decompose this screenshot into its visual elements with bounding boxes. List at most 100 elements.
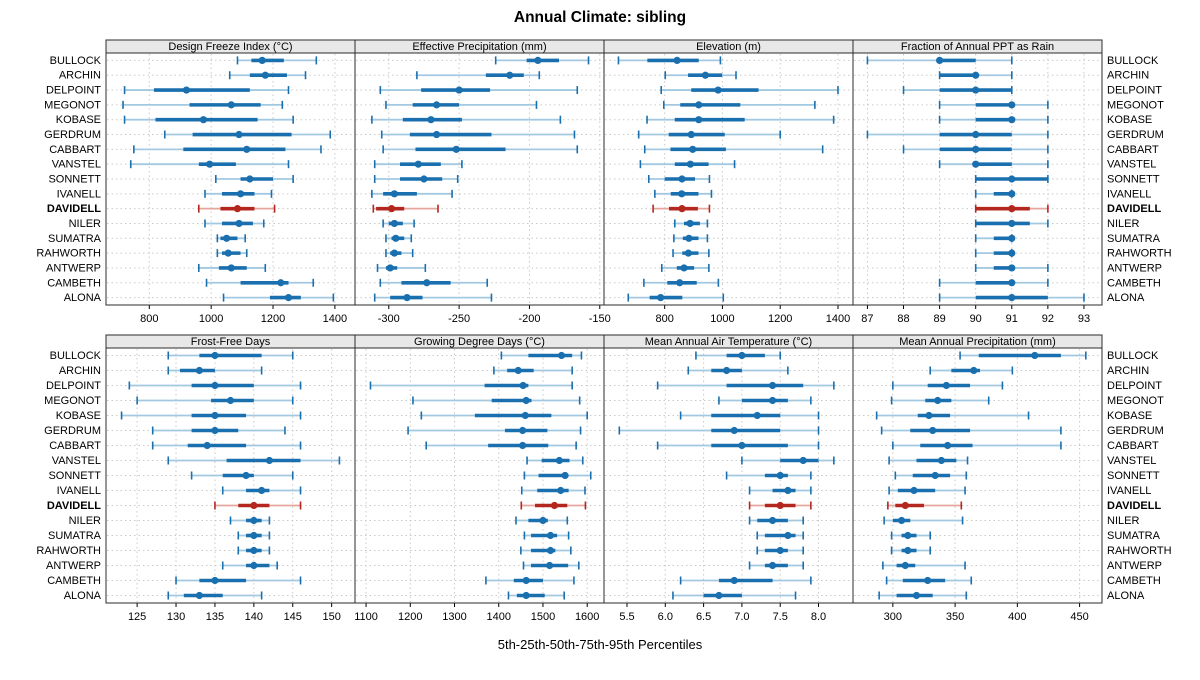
median-dot	[420, 175, 428, 183]
median-dot	[432, 130, 441, 139]
site-label-right: DELPOINT	[1107, 380, 1162, 392]
median-dot	[386, 264, 394, 272]
axis-tick-label: 1200	[768, 313, 792, 325]
median-dot	[211, 381, 219, 390]
median-dot	[392, 234, 400, 242]
axis-tick-label: 140	[245, 611, 263, 623]
median-dot	[427, 116, 435, 124]
axis-tick-label: 350	[946, 611, 964, 623]
median-dot	[206, 160, 214, 168]
site-label-left: BULLOCK	[50, 55, 102, 67]
axis-caption: 5th-25th-50th-75th-95th Percentiles	[498, 637, 703, 652]
median-dot	[390, 249, 398, 257]
site-label-right: ARCHIN	[1107, 365, 1149, 377]
site-label-right: ANTWERP	[1107, 560, 1162, 572]
site-label-left: NILER	[69, 515, 101, 527]
median-dot	[1008, 116, 1016, 124]
axis-tick-label: 1400	[486, 611, 510, 623]
site-label-right: CABBART	[1107, 144, 1159, 156]
site-label-left: CABBART	[49, 440, 101, 452]
site-label-right: CAMBETH	[1107, 277, 1161, 289]
site-label-left: MEGONOT	[44, 395, 101, 407]
median-dot	[678, 190, 686, 198]
median-dot	[776, 471, 784, 480]
median-dot	[673, 56, 681, 65]
median-dot	[1008, 249, 1016, 257]
median-dot	[519, 426, 527, 435]
strip-title: Fraction of Annual PPT as Rain	[901, 41, 1054, 53]
strip-title: Frost-Free Days	[191, 336, 271, 348]
median-dot	[236, 190, 245, 198]
median-dot	[227, 101, 235, 109]
site-label-left: GERDRUM	[44, 129, 101, 141]
panel-grid: Design Freeze Index (°C) 800 1000 1200 1400 B…	[36, 39, 1172, 623]
median-dot	[924, 576, 932, 585]
median-dot	[970, 366, 978, 375]
median-dot	[901, 561, 909, 570]
axis-tick-label: 7.5	[773, 611, 788, 623]
median-dot	[936, 56, 944, 65]
site-label-left: MEGONOT	[44, 99, 101, 111]
site-label-left: ANTWERP	[46, 262, 101, 274]
site-label-left: BULLOCK	[50, 350, 102, 362]
site-label-left: VANSTEL	[52, 455, 101, 467]
site-label-left: ALONA	[64, 590, 102, 602]
axis-tick-label: 1500	[531, 611, 555, 623]
page-title: Annual Climate: sibling	[514, 9, 686, 26]
axis-tick-label: 90	[970, 313, 982, 325]
site-label-right: DELPOINT	[1107, 85, 1162, 97]
median-dot	[211, 351, 219, 360]
median-dot	[768, 381, 777, 390]
axis-tick-label: 125	[128, 611, 146, 623]
median-dot	[211, 576, 219, 585]
site-label-left: SONNETT	[48, 174, 101, 186]
median-dot	[897, 516, 906, 525]
axis-tick-label: 1400	[323, 313, 347, 325]
axis-tick-label: 5.5	[619, 611, 634, 623]
median-dot	[387, 205, 396, 213]
median-dot	[972, 160, 980, 168]
median-dot	[519, 441, 527, 450]
site-label-right: CABBART	[1107, 440, 1159, 452]
median-dot	[557, 351, 566, 360]
site-label-right: BULLOCK	[1107, 55, 1159, 67]
median-dot	[455, 86, 463, 94]
median-dot	[678, 205, 686, 213]
median-dot	[539, 516, 547, 525]
axis-tick-label: 93	[1078, 313, 1090, 325]
median-dot	[904, 546, 912, 555]
site-label-right: ARCHIN	[1107, 70, 1149, 82]
median-dot	[561, 471, 569, 480]
axis-tick-label: 135	[206, 611, 224, 623]
axis-tick-label: 800	[655, 313, 673, 325]
median-dot	[676, 279, 684, 287]
axis-tick-label: 130	[167, 611, 185, 623]
median-dot	[182, 86, 191, 94]
axis-tick-label: 6.5	[696, 611, 711, 623]
site-label-right: BULLOCK	[1107, 350, 1159, 362]
median-dot	[199, 116, 208, 124]
median-dot	[901, 501, 909, 510]
site-label-left: NILER	[69, 218, 101, 230]
median-dot	[258, 486, 266, 495]
median-dot	[972, 86, 980, 94]
median-dot	[1008, 190, 1016, 198]
site-label-right: ANTWERP	[1107, 262, 1162, 274]
axis-tick-label: 91	[1006, 313, 1018, 325]
median-dot	[522, 396, 530, 405]
median-dot	[1008, 234, 1016, 242]
median-dot	[972, 145, 980, 153]
axis-tick-label: 8.0	[811, 611, 826, 623]
strip-title: Design Freeze Index (°C)	[168, 41, 292, 53]
site-label-left: IVANELL	[57, 188, 101, 200]
site-label-left: GERDRUM	[44, 425, 101, 437]
median-dot	[937, 456, 945, 465]
median-dot	[522, 591, 530, 600]
median-dot	[258, 56, 266, 65]
site-label-right: NILER	[1107, 515, 1139, 527]
median-dot	[555, 456, 563, 465]
site-label-right: ALONA	[1107, 590, 1145, 602]
median-dot	[534, 56, 542, 65]
median-dot	[403, 293, 411, 302]
